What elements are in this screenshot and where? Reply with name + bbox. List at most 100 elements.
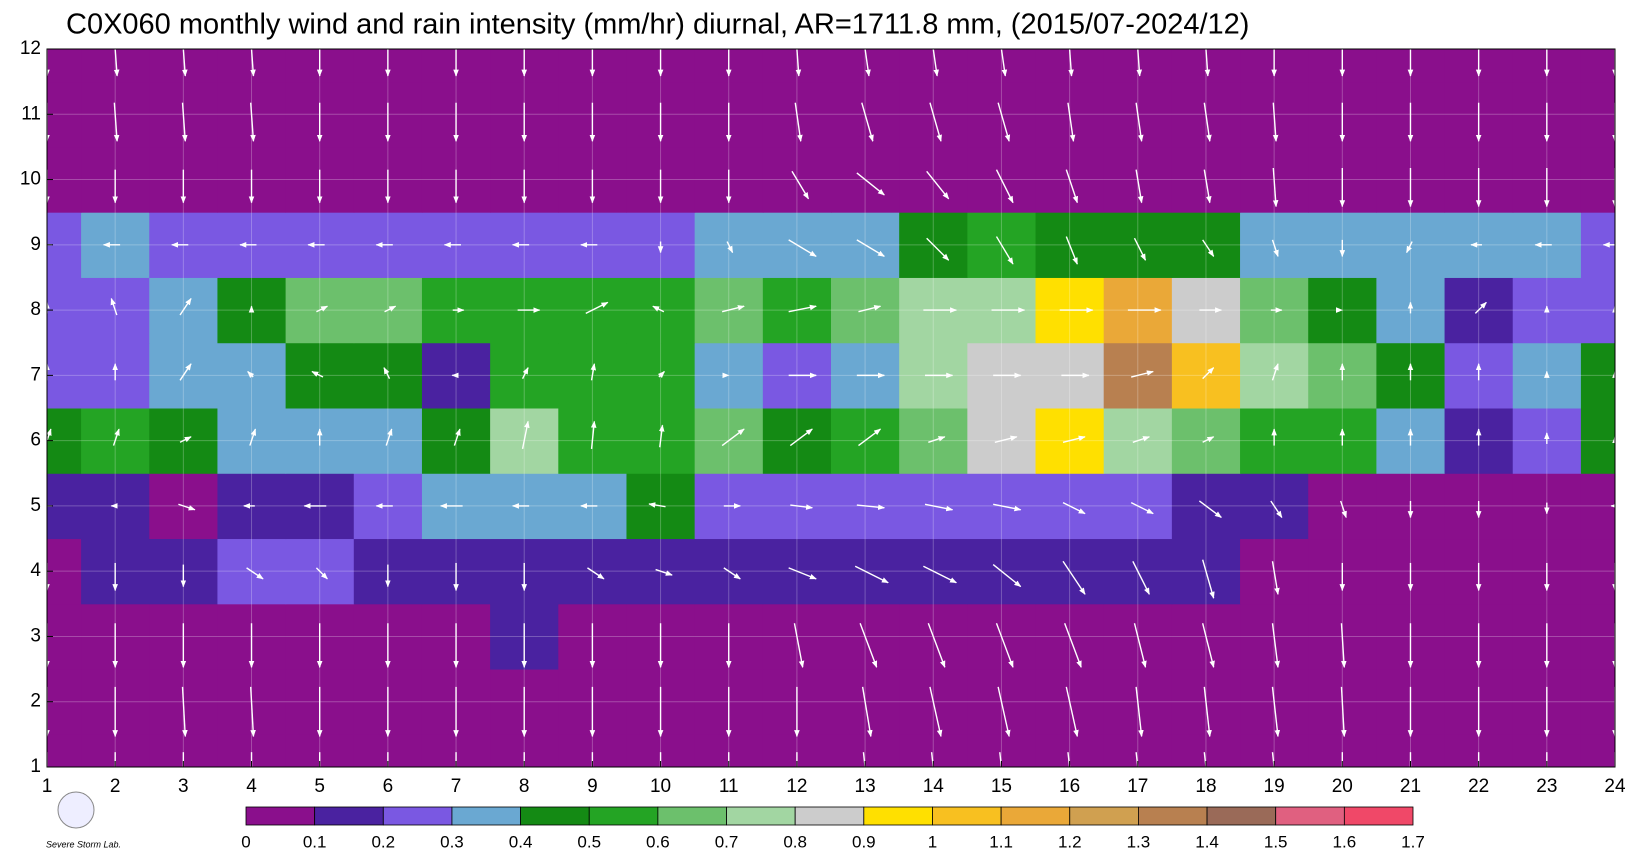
wind-arrow bbox=[1130, 501, 1154, 515]
wind-arrow bbox=[181, 102, 188, 142]
wind-arrow bbox=[110, 297, 118, 316]
wind-arrow bbox=[861, 686, 873, 738]
colorbar-swatch bbox=[1138, 806, 1208, 826]
contour-cell bbox=[1580, 538, 1615, 605]
colorbar-swatch bbox=[451, 806, 521, 826]
wind-arrow bbox=[994, 435, 1018, 443]
wind-arrow bbox=[1271, 752, 1275, 767]
wind-arrow bbox=[179, 363, 192, 381]
x-tick-label: 23 bbox=[1536, 776, 1557, 797]
wind-arrow bbox=[1135, 169, 1144, 204]
wind-arrow bbox=[657, 371, 665, 378]
wind-arrow bbox=[923, 565, 957, 584]
wind-arrow bbox=[1474, 301, 1487, 314]
wind-arrow bbox=[1062, 435, 1086, 443]
wind-arrow bbox=[856, 239, 885, 257]
wind-arrow bbox=[788, 304, 817, 313]
y-tick-label: 4 bbox=[30, 560, 41, 581]
contour-cell bbox=[1308, 277, 1377, 344]
wind-arrow bbox=[924, 503, 954, 512]
colorbar-label: 1.5 bbox=[1264, 832, 1288, 851]
wind-arrow bbox=[999, 752, 1003, 767]
wind-arrow bbox=[997, 102, 1011, 142]
wind-arrow bbox=[795, 49, 802, 77]
colorbar-label: 0.6 bbox=[646, 832, 670, 851]
x-tick-label: 11 bbox=[719, 776, 739, 797]
wind-arrow bbox=[1135, 752, 1139, 767]
wind-arrow bbox=[723, 567, 741, 580]
wind-arrow bbox=[521, 420, 530, 450]
colorbar-swatch bbox=[657, 806, 727, 826]
wind-arrow bbox=[995, 623, 1014, 668]
wind-arrow bbox=[1271, 623, 1280, 668]
x-tick-label: 17 bbox=[1127, 776, 1148, 797]
wind-arrow bbox=[113, 102, 120, 142]
y-tick-label: 8 bbox=[30, 299, 41, 320]
wind-arrow bbox=[1271, 686, 1281, 738]
x-tick-label: 8 bbox=[519, 776, 530, 797]
wind-arrow bbox=[658, 424, 665, 448]
wind-arrow bbox=[1202, 367, 1215, 380]
contour-cell bbox=[694, 342, 764, 409]
colorbar-label: 1 bbox=[928, 832, 937, 851]
wind-arrow bbox=[383, 367, 391, 379]
wind-arrow bbox=[1065, 236, 1078, 265]
wind-arrow bbox=[590, 363, 597, 381]
colorbar-swatch bbox=[1275, 806, 1345, 826]
wind-arrow bbox=[856, 172, 885, 196]
plot-area bbox=[47, 49, 1615, 767]
wind-arrow bbox=[1067, 102, 1076, 142]
wind-arrow bbox=[652, 305, 665, 313]
wind-arrow bbox=[587, 567, 605, 580]
wind-arrow bbox=[453, 428, 461, 446]
wind-arrow bbox=[1272, 102, 1279, 142]
y-tick-label: 11 bbox=[21, 103, 41, 124]
colorbar-swatch bbox=[794, 806, 865, 826]
colorbar-swatch bbox=[863, 806, 933, 826]
colorbar-label: 1.4 bbox=[1195, 832, 1219, 851]
wind-arrow bbox=[721, 428, 745, 447]
wind-arrow bbox=[861, 102, 874, 142]
x-tick-label: 21 bbox=[1400, 776, 1421, 797]
plot-frame bbox=[46, 48, 1616, 768]
wind-arrow bbox=[1135, 102, 1144, 142]
wind-arrow bbox=[1270, 500, 1283, 519]
wind-arrow bbox=[1132, 560, 1150, 595]
x-tick-label: 22 bbox=[1468, 776, 1489, 797]
wind-arrow bbox=[864, 49, 871, 77]
wind-arrow bbox=[1064, 623, 1082, 668]
wind-arrow bbox=[521, 367, 529, 379]
wind-arrow bbox=[1067, 752, 1071, 767]
contour-cell bbox=[1580, 81, 1615, 148]
y-tick-label: 12 bbox=[20, 38, 41, 59]
wind-arrow bbox=[928, 436, 946, 443]
colorbar-label: 0.5 bbox=[577, 832, 601, 851]
x-tick-label: 16 bbox=[1059, 776, 1080, 797]
wind-arrow bbox=[997, 686, 1011, 738]
wind-arrow bbox=[1201, 623, 1215, 668]
wind-arrow bbox=[793, 623, 805, 668]
chart-title: C0X060 monthly wind and rain intensity (… bbox=[66, 9, 1249, 41]
wind-arrow bbox=[385, 428, 393, 446]
wind-arrow bbox=[993, 503, 1022, 512]
wind-arrow bbox=[113, 49, 120, 77]
wind-arrow bbox=[790, 504, 814, 510]
wind-arrow bbox=[1340, 623, 1347, 668]
wind-arrow bbox=[1339, 500, 1347, 519]
wind-arrow bbox=[791, 170, 810, 200]
wind-arrow bbox=[1202, 436, 1215, 443]
logo: Severe Storm Lab. bbox=[46, 791, 121, 849]
x-tick-label: 24 bbox=[1604, 776, 1626, 797]
y-tick-label: 1 bbox=[30, 756, 41, 777]
contour-cell bbox=[47, 49, 82, 83]
x-tick-label: 12 bbox=[786, 776, 807, 797]
colorbar-swatch bbox=[1000, 806, 1071, 826]
colorbar-swatch bbox=[588, 806, 659, 826]
wind-arrow bbox=[992, 564, 1022, 588]
wind-arrow bbox=[1135, 686, 1144, 738]
wind-arrow bbox=[1271, 239, 1279, 258]
contour-cell bbox=[1580, 49, 1615, 83]
colorbar-label: 0.4 bbox=[509, 832, 533, 851]
wind-arrow bbox=[1133, 623, 1147, 668]
x-tick-label: 10 bbox=[650, 776, 671, 797]
